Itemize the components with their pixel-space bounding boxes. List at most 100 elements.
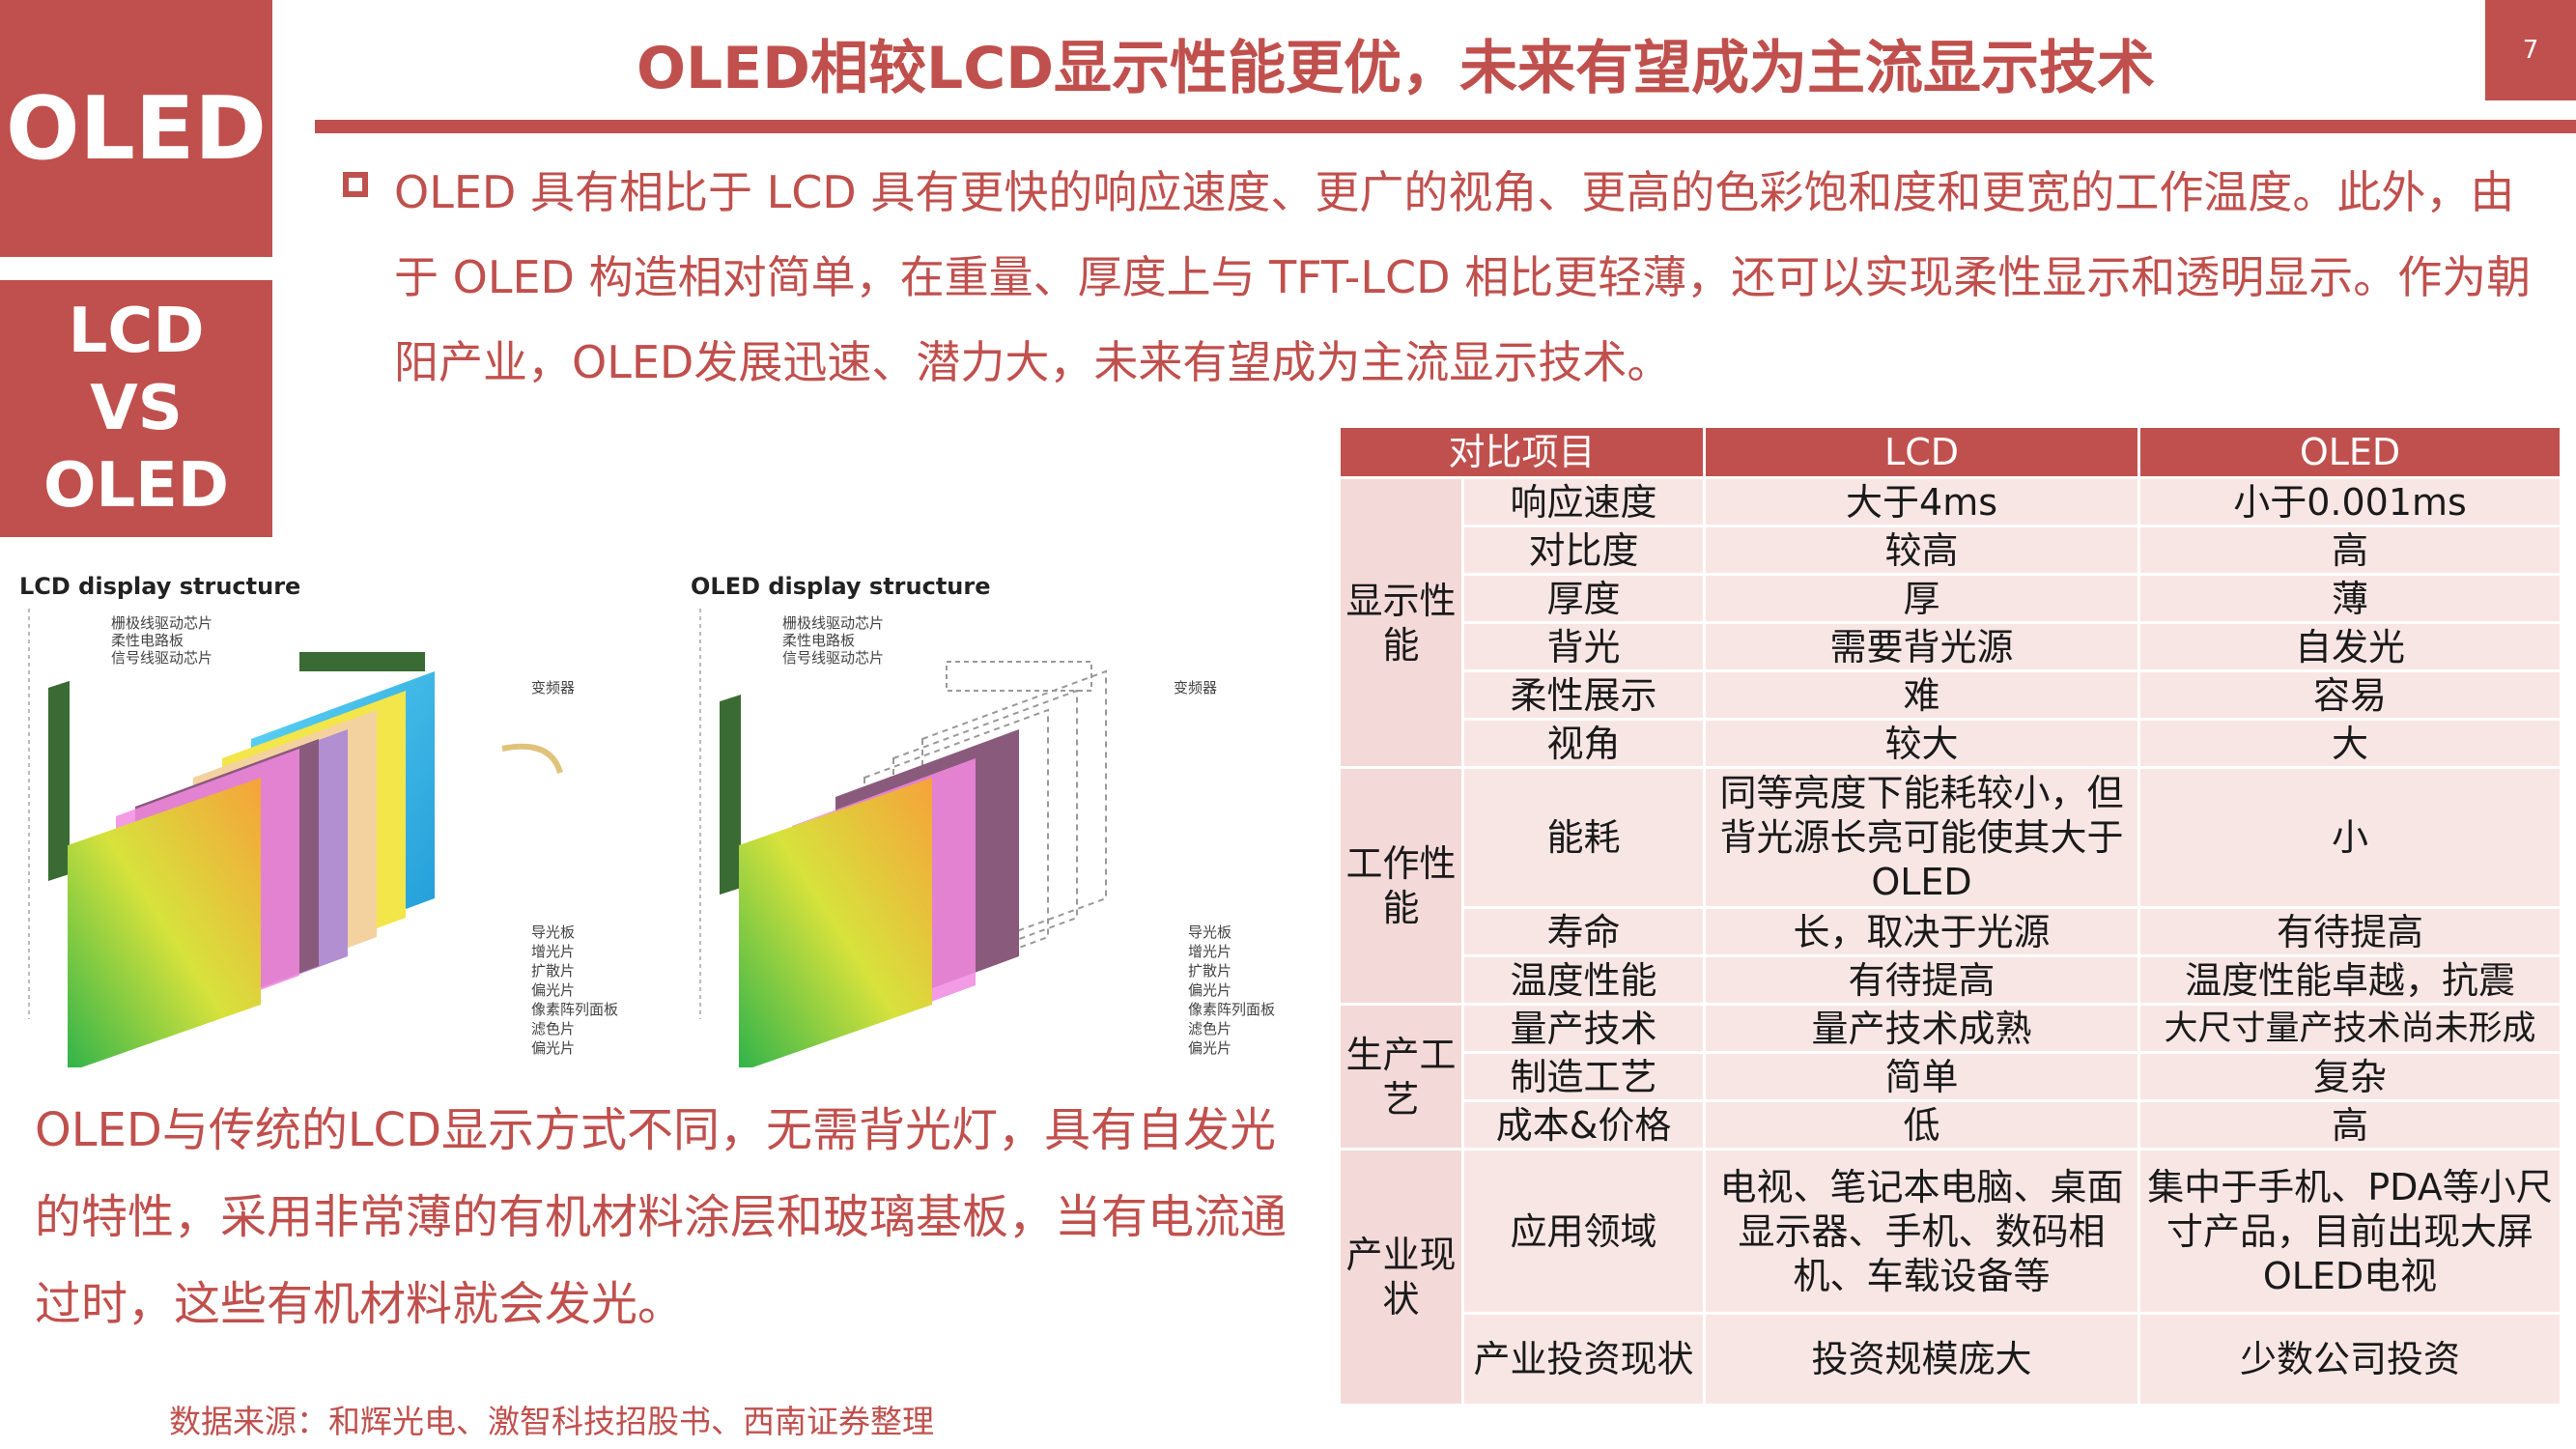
item-cell: 产业投资现状	[1460, 1312, 1707, 1406]
oled-cell: 大	[2137, 718, 2563, 769]
lcd-side-label: 像素阵列面板	[531, 1001, 618, 1018]
item-cell: 寿命	[1460, 906, 1707, 957]
lcd-cell: 需要背光源	[1703, 621, 2141, 672]
sidebar-oled-label: OLED	[0, 0, 272, 257]
lcd-side-label: 偏光片	[531, 1039, 575, 1057]
table-row: 工作性能 能耗 同等亮度下能耗较小，但背光源长亮可能使其大于OLED 小	[1338, 766, 2563, 1006]
category-cell: 显示性能	[1338, 476, 1464, 769]
oled-cell: 小于0.001ms	[2137, 476, 2563, 527]
table-row: 产业现状 应用领域 电视、笔记本电脑、桌面显示器、手机、数码相机、车载设备等 集…	[1338, 1148, 2563, 1406]
oled-cell: 小	[2137, 766, 2563, 909]
item-cell: 视角	[1460, 718, 1707, 769]
oled-side-label: 扩散片	[1188, 962, 1231, 980]
lcd-cell: 量产技术成熟	[1703, 1003, 2141, 1054]
oled-figure-title: OLED display structure	[691, 573, 991, 600]
item-cell: 响应速度	[1460, 476, 1707, 527]
lcd-cell: 同等亮度下能耗较小，但背光源长亮可能使其大于OLED	[1703, 766, 2141, 909]
table-row: 厚度 厚 薄	[1340, 573, 2563, 624]
lcd-top-label: 柔性电路板	[111, 632, 184, 649]
lcd-side-label: 滤色片	[531, 1020, 575, 1037]
lcd-cell: 电视、笔记本电脑、桌面显示器、手机、数码相机、车载设备等	[1703, 1148, 2141, 1315]
sidebar-line: VS	[90, 373, 183, 444]
item-cell: 制造工艺	[1460, 1051, 1707, 1102]
oled-top-label: 信号线驱动芯片	[782, 649, 884, 667]
item-cell: 成本&价格	[1460, 1099, 1707, 1151]
lcd-cell: 较大	[1703, 718, 2141, 769]
bullet-square-icon	[343, 172, 368, 197]
table-row: 柔性展示 难 容易	[1340, 669, 2563, 721]
oled-diagram: OLED display structure 栅极线驱动芯片 柔性电路板 信号线…	[691, 573, 1275, 1067]
lcd-cell: 长，取决于光源	[1703, 906, 2141, 957]
oled-cell: 自发光	[2137, 621, 2563, 672]
oled-side-label: 偏光片	[1188, 1039, 1231, 1057]
lcd-cell: 低	[1703, 1099, 2141, 1151]
item-cell: 应用领域	[1460, 1148, 1707, 1315]
page-number: 7	[2485, 0, 2576, 100]
category-cell: 产业现状	[1338, 1148, 1464, 1406]
lcd-side-label: 偏光片	[531, 981, 575, 999]
table-row: 寿命 长，取决于光源 有待提高	[1340, 906, 2563, 957]
lcd-oled-comparison-table: 对比项目 LCD OLED 显示性能 响应速度 大于4ms 小于0.001ms …	[1337, 425, 2563, 1406]
oled-cell: 薄	[2137, 573, 2563, 624]
item-cell: 温度性能	[1460, 954, 1707, 1006]
oled-cell: 高	[2137, 525, 2563, 576]
oled-side-label: 滤色片	[1188, 1020, 1231, 1037]
title-underline	[315, 120, 2576, 133]
sidebar-top-text: OLED	[5, 77, 268, 180]
lcd-diagram: LCD display structure 栅极线驱动芯片 柔性电路板 信号线驱…	[19, 573, 618, 1067]
lcd-cell: 大于4ms	[1703, 476, 2141, 527]
oled-cell: 有待提高	[2137, 906, 2563, 957]
oled-side-label: 偏光片	[1188, 981, 1231, 999]
data-source-note: 数据来源：和辉光电、激智科技招股书、西南证券整理	[169, 1403, 934, 1440]
category-cell: 生产工艺	[1338, 1003, 1464, 1151]
item-cell: 对比度	[1460, 525, 1707, 576]
lcd-cell: 较高	[1703, 525, 2141, 576]
oled-cell: 容易	[2137, 669, 2563, 721]
lcd-cell: 厚	[1703, 573, 2141, 624]
table-row: 制造工艺 简单 复杂	[1340, 1051, 2563, 1102]
oled-cell: 集中于手机、PDA等小尺寸产品，目前出现大屏OLED电视	[2137, 1148, 2563, 1315]
sidebar-line: LCD	[68, 296, 205, 367]
table-row: 视角 较大 大	[1340, 718, 2563, 769]
lcd-cell: 难	[1703, 669, 2141, 721]
oled-description: OLED与传统的LCD显示方式不同，无需背光灯，具有自发光的特性，采用非常薄的有…	[35, 1103, 1288, 1331]
sidebar-lcd-vs-oled: LCD VS OLED	[0, 280, 272, 537]
lcd-top-label: 信号线驱动芯片	[111, 649, 212, 667]
header-lcd: LCD	[1703, 425, 2141, 479]
lcd-cell: 投资规模庞大	[1703, 1312, 2141, 1406]
oled-cell: 复杂	[2137, 1051, 2563, 1102]
table-row: 成本&价格 低 高	[1340, 1099, 2563, 1151]
table-row: 产业投资现状 投资规模庞大 少数公司投资	[1340, 1312, 2563, 1406]
item-cell: 能耗	[1460, 766, 1707, 909]
item-cell: 柔性展示	[1460, 669, 1707, 721]
oled-cell: 少数公司投资	[2137, 1312, 2563, 1406]
page-title: OLED相较LCD显示性能更优，未来有望成为主流显示技术	[636, 35, 2156, 102]
item-cell: 量产技术	[1460, 1003, 1707, 1054]
oled-top-label: 栅极线驱动芯片	[782, 614, 884, 632]
oled-right-label: 变频器	[1174, 679, 1217, 696]
header-oled: OLED	[2137, 425, 2563, 479]
oled-side-label: 导光板	[1188, 923, 1231, 941]
lcd-figure-title: LCD display structure	[19, 573, 300, 600]
display-structure-figures: LCD display structure 栅极线驱动芯片 柔性电路板 信号线驱…	[19, 573, 1275, 1067]
sidebar-line: OLED	[42, 450, 230, 522]
lcd-right-label: 变频器	[531, 679, 575, 696]
oled-side-label: 像素阵列面板	[1188, 1001, 1275, 1018]
intro-paragraph: OLED 具有相比于 LCD 具有更快的响应速度、更广的视角、更高的色彩饱和度和…	[394, 166, 2532, 388]
lcd-top-label: 栅极线驱动芯片	[111, 614, 212, 632]
item-cell: 厚度	[1460, 573, 1707, 624]
table-row: 对比度 较高 高	[1340, 525, 2563, 576]
table-row: 温度性能 有待提高 温度性能卓越，抗震	[1340, 954, 2563, 1006]
oled-driver-board	[720, 695, 741, 895]
lcd-driver-board	[48, 680, 70, 882]
table-header-row: 对比项目 LCD OLED	[1337, 425, 2563, 479]
oled-top-label: 柔性电路板	[782, 632, 855, 649]
table-row: 背光 需要背光源 自发光	[1340, 621, 2563, 672]
table-row: 显示性能 响应速度 大于4ms 小于0.001ms	[1338, 476, 2563, 769]
oled-cell: 大尺寸量产技术尚未形成	[2137, 1003, 2563, 1054]
lcd-cell: 简单	[1703, 1051, 2141, 1102]
header-compare-item: 对比项目	[1337, 425, 1707, 479]
oled-cell: 高	[2137, 1099, 2563, 1151]
table-row: 生产工艺 量产技术 量产技术成熟 大尺寸量产技术尚未形成	[1338, 1003, 2563, 1151]
lcd-side-label: 导光板	[531, 923, 575, 941]
